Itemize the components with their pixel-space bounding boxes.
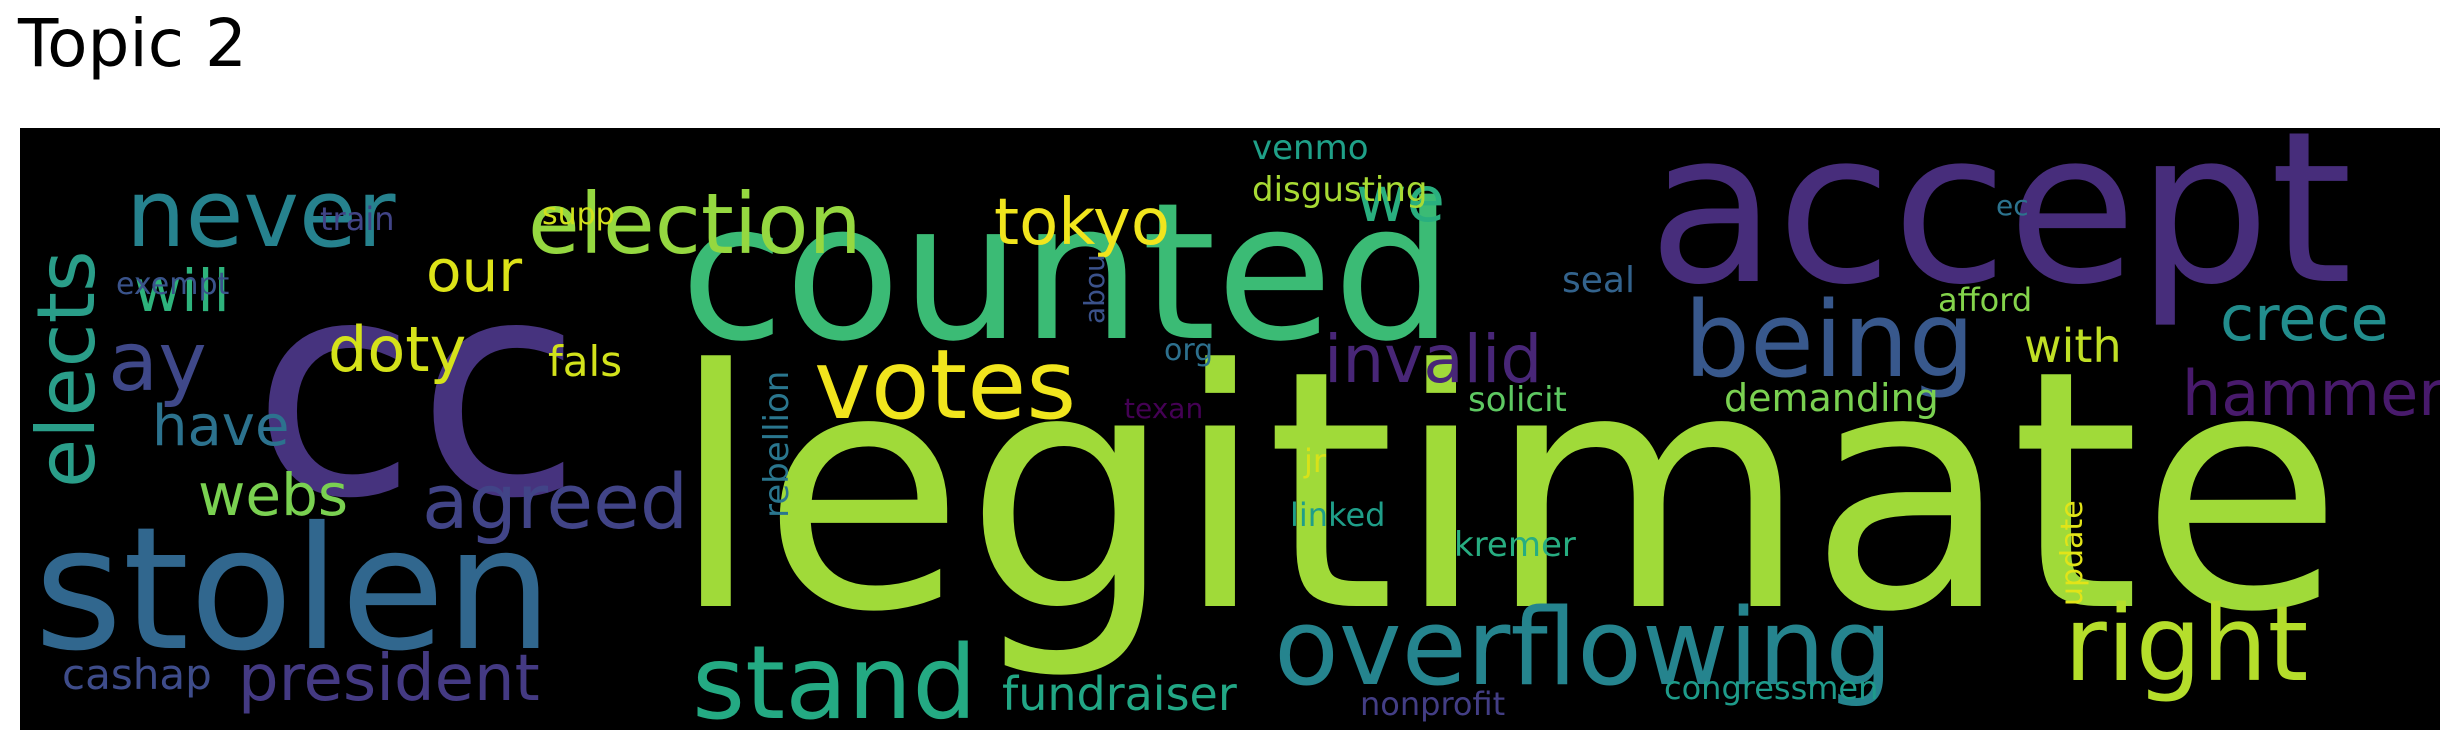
word-agreed: agreed bbox=[422, 457, 688, 546]
word-right: right bbox=[2064, 583, 2308, 705]
word-hammer: hammer bbox=[2182, 357, 2440, 430]
word-president: president bbox=[238, 642, 540, 716]
figure-title: Topic 2 bbox=[18, 5, 247, 82]
word-election: election bbox=[528, 175, 862, 273]
word-tokyo: tokyo bbox=[994, 186, 1170, 260]
word-solicit: solicit bbox=[1468, 380, 1567, 420]
word-elects: elects bbox=[20, 250, 113, 488]
word-ay: ay bbox=[108, 315, 207, 410]
word-org: org bbox=[1164, 333, 1213, 368]
word-our: our bbox=[426, 237, 522, 305]
word-stolen: stolen bbox=[34, 491, 553, 689]
word-afford: afford bbox=[1938, 281, 2032, 319]
word-overflowing: overflowing bbox=[1274, 586, 1893, 709]
word-cashap: cashap bbox=[62, 650, 212, 699]
word-supp: supp bbox=[542, 197, 615, 232]
word-doty: doty bbox=[328, 313, 466, 386]
word-legitimate: legitimate bbox=[670, 300, 2343, 684]
word-webs: webs bbox=[198, 461, 348, 529]
word-jr: jr bbox=[1303, 442, 1327, 480]
word-will: will bbox=[134, 257, 230, 325]
word-crece: crece bbox=[2220, 282, 2389, 355]
word-accept: accept bbox=[1648, 128, 2352, 331]
word-congressmen: congressmen bbox=[1664, 669, 1878, 707]
word-update: update bbox=[2055, 500, 2090, 606]
word-fundraiser: fundraiser bbox=[1002, 667, 1237, 721]
word-venmo: venmo bbox=[1252, 128, 1369, 168]
word-texan: texan bbox=[1124, 392, 1203, 425]
word-stand: stand bbox=[692, 624, 977, 730]
word-demanding: demanding bbox=[1724, 376, 1939, 420]
word-with: with bbox=[2024, 319, 2122, 373]
word-cloud-canvas: legitimate cc counted accept stolen overflowi… bbox=[20, 128, 2440, 730]
word-linked: linked bbox=[1290, 496, 1385, 534]
word-votes: votes bbox=[814, 329, 1076, 441]
word-being: being bbox=[1684, 279, 1975, 401]
word-seal: seal bbox=[1562, 260, 1635, 301]
word-never: never bbox=[126, 160, 396, 269]
word-nonprofit: nonprofit bbox=[1360, 685, 1505, 723]
word-cc: cc bbox=[252, 215, 582, 564]
word-disgusting: disgusting bbox=[1252, 170, 1428, 210]
word-invalid: invalid bbox=[1324, 321, 1542, 398]
word-counted: counted bbox=[680, 162, 1454, 383]
word-abou: abou bbox=[1078, 254, 1111, 324]
word-kremer: kremer bbox=[1454, 525, 1576, 565]
word-have: have bbox=[152, 394, 289, 459]
word-we: we bbox=[1356, 163, 1445, 236]
word-exempt: exempt bbox=[116, 267, 229, 302]
word-rebellion: rebellion bbox=[757, 371, 797, 518]
word-ec: ec bbox=[1996, 189, 2029, 222]
word-fals: fals bbox=[548, 337, 622, 386]
word-cloud: legitimate cc counted accept stolen overflowi… bbox=[20, 128, 2440, 730]
word-train: train bbox=[320, 200, 394, 238]
